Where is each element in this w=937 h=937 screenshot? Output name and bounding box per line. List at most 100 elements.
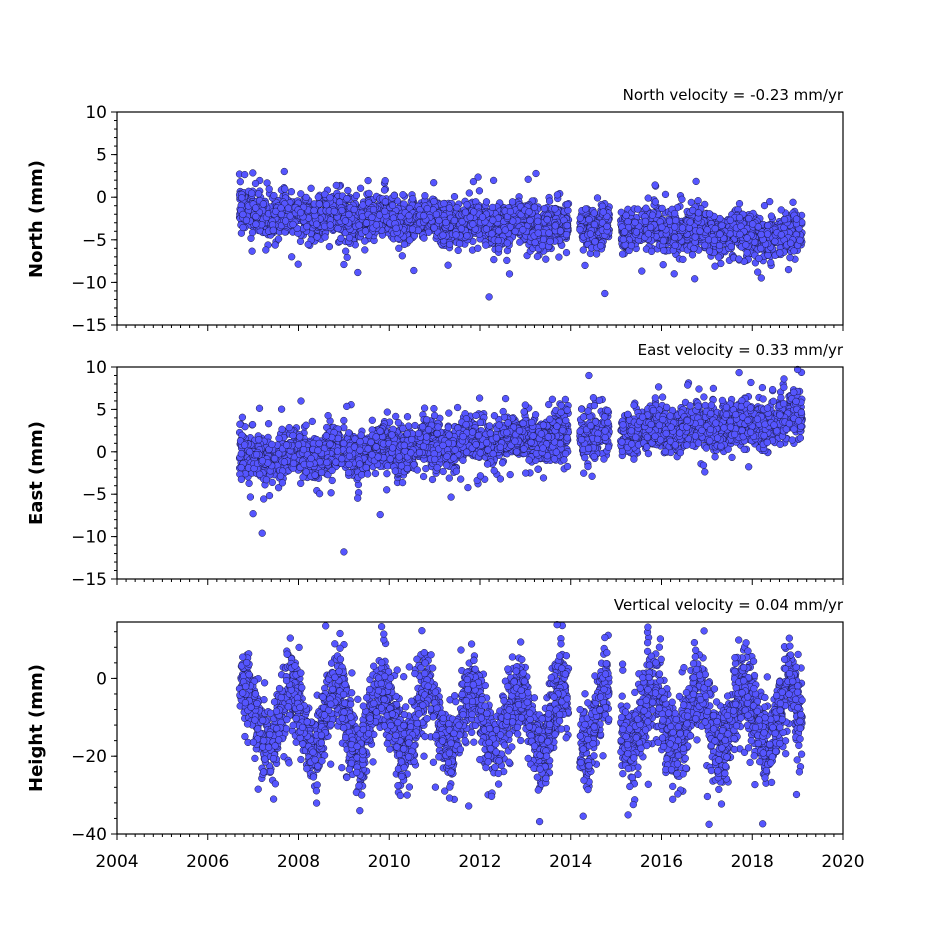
north-data-point [269, 226, 277, 234]
north-data-point [534, 229, 542, 237]
east-data-point [445, 474, 453, 482]
north-data-point [508, 198, 517, 206]
north-data-point [398, 252, 406, 260]
north-data-point [777, 231, 785, 239]
north-data-point [532, 169, 540, 178]
north-data-point [736, 230, 744, 239]
north-data-point [254, 190, 263, 198]
north-data-point [488, 203, 497, 212]
north-data-point [252, 212, 260, 221]
north-data-point [501, 226, 509, 234]
north-data-point [314, 193, 322, 201]
north-data-point [715, 241, 724, 250]
north-data-point [307, 184, 315, 192]
north-data-point [361, 227, 370, 235]
north-data-point [369, 205, 378, 214]
north-data-point [642, 204, 650, 212]
north-data-point [442, 218, 450, 227]
north-data-point [551, 222, 559, 230]
north-data-point [631, 218, 639, 227]
north-data-point [469, 220, 477, 228]
north-data-point [556, 227, 565, 235]
north-data-point [494, 236, 502, 245]
north-data-point [711, 224, 719, 233]
north-data-point [381, 198, 390, 206]
north-data-point [562, 248, 571, 257]
north-data-point [694, 197, 702, 205]
east-data-point [501, 394, 510, 403]
north-data-point [542, 255, 550, 263]
north-data-point [644, 230, 653, 238]
north-data-point [644, 194, 652, 202]
north-data-point [388, 201, 397, 210]
north-data-point [356, 184, 365, 192]
north-data-point [430, 224, 438, 232]
north-data-point [685, 224, 693, 232]
north-data-point [593, 194, 602, 202]
north-data-point [489, 216, 497, 224]
north-data-point [767, 212, 776, 220]
north-data-point [755, 254, 763, 263]
north-data-point [796, 236, 804, 244]
north-data-point [526, 216, 534, 225]
north-data-point [381, 207, 389, 215]
y-tick-label: −15 [71, 316, 107, 336]
north-data-point [287, 188, 296, 196]
north-data-point [338, 206, 346, 215]
east-data-point [709, 384, 718, 393]
north-data-point [511, 227, 519, 236]
north-data-point [334, 224, 342, 233]
y-tick-label: −10 [71, 273, 107, 293]
north-data-point [519, 226, 527, 234]
north-data-point [420, 234, 428, 242]
north-panel: North velocity = -0.23 mm/yr North (mm) … [26, 86, 844, 336]
north-data-point [540, 204, 549, 213]
north-data-point [562, 230, 571, 239]
north-data-point [381, 177, 389, 185]
north-data-point [553, 191, 562, 199]
north-data-point [780, 215, 789, 224]
north-data-point [454, 246, 462, 255]
north-axis-label: North (mm) [26, 160, 47, 278]
north-data-point [236, 178, 244, 186]
north-data-point [296, 237, 305, 246]
north-data-point [672, 216, 680, 225]
north-data-point [592, 250, 601, 258]
east-data-point [430, 404, 438, 413]
north-data-point [620, 228, 629, 236]
north-data-point [405, 212, 413, 220]
north-data-point [671, 233, 679, 242]
north-data-point [690, 244, 698, 253]
north-data-point [679, 255, 687, 264]
north-data-point [410, 266, 418, 275]
north-data-point [474, 173, 482, 181]
north-data-point [590, 209, 598, 217]
north-data-point [252, 204, 260, 212]
east-panel: East velocity = 0.33 mm/yr East (mm) 105… [26, 341, 844, 590]
north-data-point [435, 216, 443, 225]
north-data-point [671, 241, 679, 250]
north-data-point [701, 241, 709, 249]
north-velocity-title: North velocity = -0.23 mm/yr [623, 86, 844, 104]
north-data-point [754, 268, 762, 276]
north-data-point [665, 217, 674, 225]
north-data-point [280, 167, 288, 176]
north-data-point [710, 236, 719, 244]
north-data-point [711, 262, 719, 270]
north-data-point [239, 210, 247, 219]
north-data-point [482, 198, 491, 206]
north-data-point [715, 253, 723, 261]
north-data-point [678, 195, 686, 203]
north-data-point [696, 227, 704, 235]
north-data-point [597, 242, 605, 250]
north-data-point [660, 246, 668, 255]
north-data-point [330, 207, 338, 216]
north-data-point [686, 218, 694, 226]
north-data-point [399, 191, 407, 199]
north-data-point [691, 233, 699, 241]
north-data-point [354, 268, 362, 277]
north-data-point [365, 189, 373, 198]
north-data-point [735, 255, 743, 263]
north-data-point [350, 205, 358, 214]
north-data-point [361, 246, 369, 254]
